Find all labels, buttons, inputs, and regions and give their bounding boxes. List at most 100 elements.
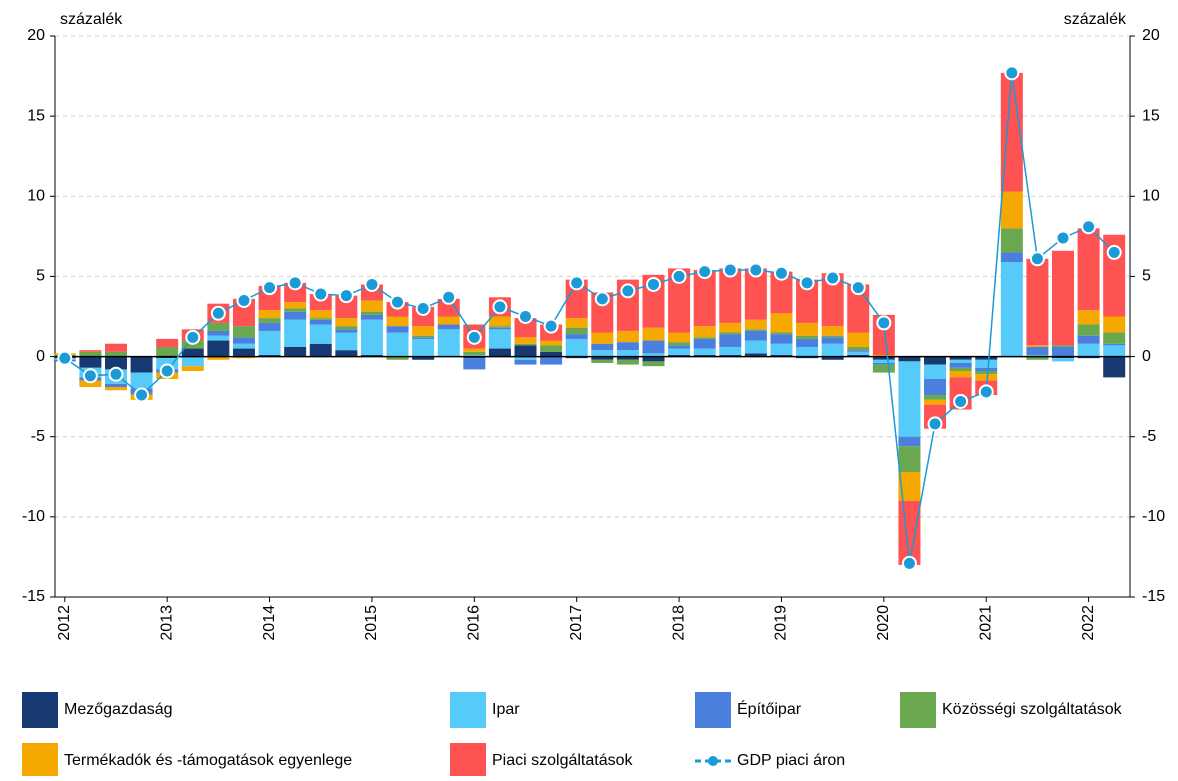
bar-segment <box>156 356 179 359</box>
bar-segment <box>540 356 563 365</box>
gdp-point <box>876 315 892 331</box>
gdp-point <box>390 294 406 310</box>
y-tick-label: 15 <box>27 107 45 124</box>
bar-segment <box>130 372 153 389</box>
bar-segment <box>898 436 921 447</box>
bar-segment <box>898 446 921 472</box>
bar-segment <box>1052 250 1075 346</box>
bar-segment <box>514 318 537 338</box>
bar-segment <box>258 310 281 319</box>
bar-segment <box>796 322 819 336</box>
bar-segment <box>591 350 614 357</box>
bar-segment <box>847 346 870 351</box>
legend-label: Közösségi szolgáltatások <box>942 701 1123 718</box>
bar-segment <box>975 370 998 375</box>
bar-segment <box>514 356 537 360</box>
bar-segment <box>872 356 895 360</box>
bar-segment <box>949 359 972 363</box>
bar-segment <box>309 343 332 357</box>
bar-segment <box>156 346 179 357</box>
bar-segment <box>591 359 614 363</box>
bar-segment <box>668 345 691 349</box>
bar-segment <box>949 367 972 371</box>
y-tick-label: 10 <box>27 188 45 205</box>
bar-segment <box>1103 356 1126 378</box>
bar-segment <box>488 329 511 349</box>
bar-segment <box>232 356 255 359</box>
y-tick-label: 20 <box>27 27 45 44</box>
bar-segment <box>284 311 307 320</box>
x-tick-label: 2019 <box>773 605 790 641</box>
bar-segment <box>232 326 255 338</box>
y-tick-label: -15 <box>22 588 45 605</box>
legend-swatch <box>695 692 731 728</box>
legend-item: GDP piaci áron <box>695 752 845 769</box>
bar-segment <box>284 346 307 357</box>
bar-segment <box>79 356 102 368</box>
bar-segment <box>335 295 358 319</box>
bar-segment <box>386 316 409 327</box>
gdp-point <box>57 350 73 366</box>
bar-segment <box>514 337 537 344</box>
bar-segment <box>207 335 230 341</box>
gdp-point <box>518 309 534 324</box>
bar-segment <box>284 308 307 312</box>
gdp-point <box>671 268 687 284</box>
gdp-point <box>645 276 661 292</box>
bar-segment <box>1077 335 1100 344</box>
gdp-point <box>1004 65 1020 81</box>
bar-segment <box>1052 356 1075 359</box>
legend-swatch <box>450 692 486 728</box>
gdp-point <box>415 300 431 316</box>
legend-label: Termékadók és -támogatások egyenlege <box>64 752 352 769</box>
bar-segment <box>924 395 947 400</box>
bar-segment <box>616 359 639 365</box>
x-tick-label: 2018 <box>670 605 687 641</box>
bar-segment <box>821 356 844 360</box>
bar-segment <box>1077 310 1100 325</box>
bar-segment <box>463 348 486 352</box>
gdp-point <box>901 555 917 571</box>
bar-segment <box>924 379 947 396</box>
bar-segment <box>232 343 255 349</box>
bar-segment <box>437 324 460 330</box>
legend-swatch <box>900 692 936 728</box>
bar-segment <box>872 364 895 373</box>
bar-segment <box>744 319 767 330</box>
y-tick-label: 5 <box>36 268 45 285</box>
bar-segment <box>1103 332 1126 344</box>
bar-segment <box>642 356 665 362</box>
gdp-point <box>748 262 764 278</box>
bar-segment <box>693 337 716 339</box>
gdp-point <box>697 264 713 280</box>
bar-segment <box>1000 191 1023 229</box>
bar-segment <box>668 332 691 343</box>
bar-segment <box>463 351 486 355</box>
bar-segment <box>207 322 230 331</box>
legend-swatch <box>22 743 58 779</box>
bar-segment <box>1077 356 1100 359</box>
gdp-point <box>313 286 329 302</box>
bar-segment <box>309 318 332 320</box>
bar-segment <box>1000 72 1023 192</box>
bar-segment <box>591 332 614 344</box>
bar-segment <box>1026 345 1049 347</box>
y-axis-unit: százalék <box>60 11 123 28</box>
bar-segment <box>898 356 921 362</box>
bar-segment <box>616 350 639 357</box>
bar-segment <box>156 338 179 347</box>
bar-segment <box>258 322 281 331</box>
bar-segment <box>463 358 486 370</box>
gdp-point <box>620 283 636 299</box>
bar-segment <box>540 351 563 357</box>
bar-segment <box>668 268 691 333</box>
bar-segment <box>540 340 563 346</box>
bar-segment <box>104 387 127 391</box>
bar-segment <box>719 334 742 347</box>
bar-segment <box>770 271 793 314</box>
y2-tick-label: 0 <box>1142 348 1151 365</box>
bar-segment <box>309 324 332 344</box>
bar-segment <box>616 342 639 351</box>
x-tick-label: 2020 <box>875 605 892 641</box>
